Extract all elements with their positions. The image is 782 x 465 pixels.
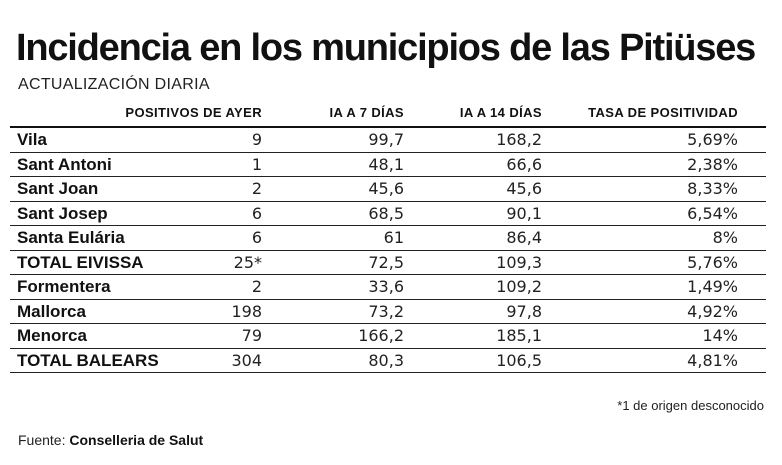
cell-ia7: 72,5 <box>368 252 404 272</box>
cell-tasa: 1,49% <box>687 277 738 296</box>
source-label: Fuente: <box>18 432 66 448</box>
table-row: Sant Antoni 1 48,1 66,6 2,38% <box>10 153 766 177</box>
cell-ia7: 80,3 <box>368 350 404 370</box>
row-name: TOTAL BALEARS <box>17 350 159 370</box>
row-name: Formentera <box>17 277 111 296</box>
row-name: TOTAL EIVISSA <box>17 252 144 272</box>
column-header-positivos: POSITIVOS DE AYER <box>125 105 262 120</box>
cell-positivos: 2 <box>251 179 262 198</box>
row-name: Santa Eulária <box>17 228 125 247</box>
cell-ia7: 61 <box>383 228 404 247</box>
cell-ia14: 66,6 <box>506 154 542 174</box>
cell-ia14: 106,5 <box>496 350 542 370</box>
table-row: TOTAL EIVISSA 25* 72,5 109,3 5,76% <box>10 251 766 275</box>
cell-ia7: 68,5 <box>368 203 404 223</box>
cell-tasa: 6,54% <box>687 203 738 223</box>
table-row: Formentera 2 33,6 109,2 1,49% <box>10 275 766 300</box>
column-header-ia14: IA A 14 DÍAS <box>459 105 542 120</box>
row-name: Mallorca <box>17 301 86 321</box>
cell-tasa: 4,81% <box>687 350 738 370</box>
column-header-tasa: TASA DE POSITIVIDAD <box>588 105 738 120</box>
cell-ia7: 166,2 <box>358 326 404 345</box>
cell-tasa: 2,38% <box>687 154 738 174</box>
page-title: Incidencia en los municipios de las Piti… <box>16 27 756 69</box>
row-name: Vila <box>17 130 47 149</box>
cell-ia7: 73,2 <box>368 301 404 321</box>
column-header-ia7: IA A 7 DÍAS <box>329 105 404 120</box>
cell-positivos: 198 <box>231 301 262 321</box>
table-header: POSITIVOS DE AYER IA A 7 DÍAS IA A 14 DÍ… <box>10 100 766 128</box>
cell-ia14: 97,8 <box>506 301 542 321</box>
cell-ia14: 86,4 <box>506 228 542 247</box>
cell-positivos: 6 <box>251 228 262 247</box>
cell-positivos: 6 <box>251 203 262 223</box>
cell-tasa: 14% <box>702 326 738 345</box>
row-name: Sant Joan <box>17 179 99 198</box>
cell-ia14: 90,1 <box>506 203 542 223</box>
cell-tasa: 8% <box>712 228 738 247</box>
table-row: Sant Josep 6 68,5 90,1 6,54% <box>10 202 766 226</box>
row-name: Sant Antoni <box>17 154 112 174</box>
subtitle: ACTUALIZACIÓN DIARIA <box>18 76 210 93</box>
row-name: Menorca <box>17 326 87 345</box>
source-name: Conselleria de Salut <box>69 432 204 448</box>
cell-ia7: 48,1 <box>368 154 404 174</box>
cell-ia14: 185,1 <box>496 326 542 345</box>
table-row: Sant Joan 2 45,6 45,6 8,33% <box>10 177 766 202</box>
cell-ia14: 109,3 <box>496 252 542 272</box>
cell-ia14: 168,2 <box>496 130 542 149</box>
table-row: TOTAL BALEARS 304 80,3 106,5 4,81% <box>10 349 766 373</box>
table-row: Santa Eulária 6 61 86,4 8% <box>10 226 766 251</box>
cell-ia14: 109,2 <box>496 277 542 296</box>
table-row: Vila 9 99,7 168,2 5,69% <box>10 128 766 153</box>
cell-ia7: 45,6 <box>368 179 404 198</box>
cell-tasa: 8,33% <box>687 179 738 198</box>
cell-tasa: 5,69% <box>687 130 738 149</box>
cell-positivos: 79 <box>241 326 262 345</box>
cell-ia7: 99,7 <box>368 130 404 149</box>
cell-ia14: 45,6 <box>506 179 542 198</box>
row-name: Sant Josep <box>17 203 108 223</box>
cell-tasa: 4,92% <box>687 301 738 321</box>
cell-ia7: 33,6 <box>368 277 404 296</box>
cell-positivos: 2 <box>251 277 262 296</box>
cell-tasa: 5,76% <box>687 252 738 272</box>
table-row: Menorca 79 166,2 185,1 14% <box>10 324 766 349</box>
cell-positivos: 25* <box>233 252 262 272</box>
footnote: *1 de origen desconocido <box>617 398 764 413</box>
cell-positivos: 1 <box>251 154 262 174</box>
cell-positivos: 9 <box>251 130 262 149</box>
source-credit: Fuente: Conselleria de Salut <box>18 432 203 448</box>
cell-positivos: 304 <box>231 350 262 370</box>
incidence-table: POSITIVOS DE AYER IA A 7 DÍAS IA A 14 DÍ… <box>10 100 766 373</box>
table-row: Mallorca 198 73,2 97,8 4,92% <box>10 300 766 324</box>
